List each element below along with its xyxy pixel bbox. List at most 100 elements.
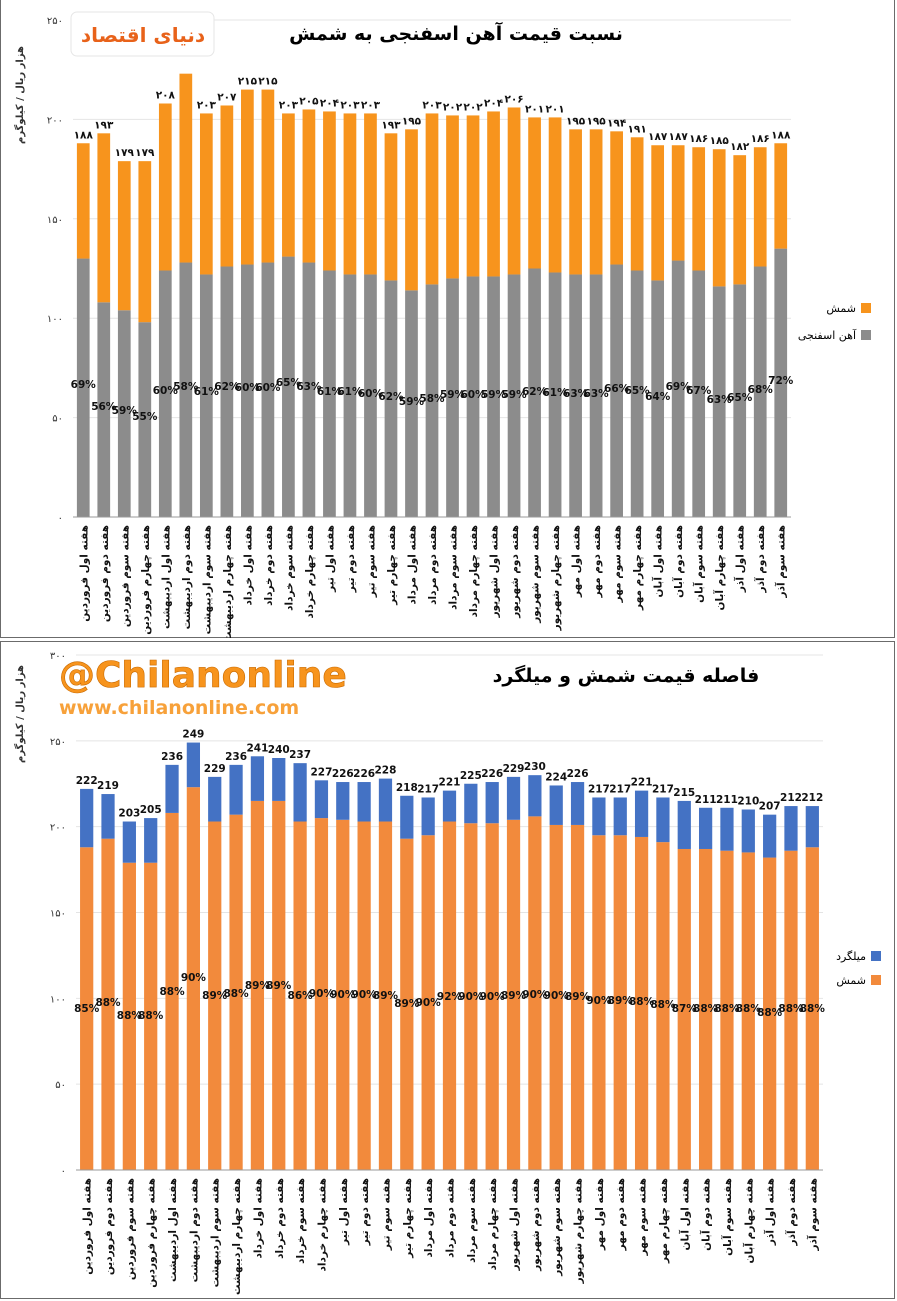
total-data-label: 230 xyxy=(524,761,546,773)
x-tick-label: هفته چهارم خرداد xyxy=(304,525,316,618)
bar-upper xyxy=(548,117,562,273)
percent-data-label: 90% xyxy=(586,995,612,1007)
bar-lower xyxy=(570,824,585,1170)
y-tick-label: ۲۵۰ xyxy=(50,737,66,748)
x-tick-label: هفته چهارم شهریور xyxy=(573,1178,585,1284)
chart-iron-to-billet: ۱۸۸69%۱۹۳56%۱۷۹59%۱۷۹55%۲۰۸60%58%۲۰۳61%۲… xyxy=(13,11,871,638)
percent-data-label: 66% xyxy=(604,383,630,395)
bar-upper xyxy=(610,131,623,265)
percent-data-label: 88% xyxy=(693,1003,719,1015)
percent-data-label: 88% xyxy=(629,996,655,1008)
percent-data-label: 89% xyxy=(608,995,634,1007)
bar-lower xyxy=(421,835,435,1170)
percent-data-label: 89% xyxy=(245,980,271,992)
total-data-label: ۲۰۴ xyxy=(484,97,504,109)
percent-data-label: 63% xyxy=(563,388,589,400)
bar-upper xyxy=(634,790,649,837)
total-data-label: ۲۱۵ xyxy=(258,76,278,88)
bar-upper xyxy=(506,776,521,820)
x-tick-label: هفته سوم مرداد xyxy=(466,1178,478,1263)
bar-upper xyxy=(323,111,336,271)
percent-data-label: 89% xyxy=(501,990,527,1002)
x-tick-label: هفته سوم شهریور xyxy=(530,525,542,624)
bar-upper xyxy=(138,161,152,323)
bar-upper xyxy=(117,161,131,311)
bar-upper xyxy=(569,129,582,275)
total-data-label: ۱۸۲ xyxy=(730,141,750,153)
bar-lower xyxy=(592,835,606,1170)
bar-lower xyxy=(117,310,131,517)
y-axis-label: هزار ریال / کیلوگرم xyxy=(13,46,26,144)
bar-upper xyxy=(720,807,734,851)
total-data-label: ۱۸۸ xyxy=(74,129,94,141)
total-data-label: 225 xyxy=(460,770,482,782)
bar-lower xyxy=(229,814,243,1170)
chart-panel-iron-ratio: ۱۸۸ 69% ۱۹۳ 56% ۱۷۹ 59% ۱۷۹ 55% ۲۰۸ 60% 58% ۲۰۳ 61% ۲… xyxy=(0,0,895,638)
total-data-label: 219 xyxy=(97,780,119,792)
bar-upper xyxy=(122,821,136,863)
legend-label-rebar: میلگرد xyxy=(836,950,866,963)
y-tick-label: ۰ xyxy=(58,513,63,524)
bar-lower xyxy=(101,838,115,1170)
percent-data-label: 58% xyxy=(419,393,445,405)
percent-data-label: 88% xyxy=(159,986,185,998)
bar-upper xyxy=(293,763,307,822)
percent-data-label: 90% xyxy=(416,997,442,1009)
bar-lower xyxy=(272,800,286,1170)
x-tick-label: هفته اول فروردین xyxy=(78,525,90,622)
bar-lower xyxy=(186,787,201,1170)
bar-lower xyxy=(378,821,393,1170)
percent-data-label: 88% xyxy=(224,988,250,1000)
x-tick-label: هفته اول شهریور xyxy=(509,1178,521,1271)
watermark-handle: @Chilanonline xyxy=(59,655,347,696)
bar-upper xyxy=(549,785,563,825)
total-data-label: 236 xyxy=(225,751,247,763)
bar-lower xyxy=(613,835,627,1170)
bar-lower xyxy=(208,821,222,1170)
bar-upper xyxy=(405,129,418,291)
y-tick-label: ۲۰۰ xyxy=(47,115,63,126)
bar-lower xyxy=(753,266,767,517)
bar-upper xyxy=(384,133,398,281)
x-tick-label: هفته دوم اردیبهشت xyxy=(188,1178,200,1282)
bar-lower xyxy=(464,823,478,1170)
percent-data-label: 55% xyxy=(132,411,158,423)
bar-upper xyxy=(229,764,243,815)
bar-lower xyxy=(698,848,713,1170)
bar-upper xyxy=(165,764,179,813)
legend-label-sponge-iron: آهن اسفنجی xyxy=(798,328,857,342)
legend: میلگرد شمش xyxy=(836,950,881,987)
x-tick-label: هفته چهارم آبان xyxy=(713,525,726,610)
bar-upper xyxy=(336,782,350,820)
bar-lower xyxy=(336,819,350,1170)
bar-upper xyxy=(186,742,201,788)
total-data-label: ۱۸۶ xyxy=(689,133,708,145)
x-tick-label: هفته چهارم مهر xyxy=(658,1178,670,1264)
total-data-label: 210 xyxy=(737,796,759,808)
bar-lower xyxy=(805,847,819,1170)
percent-data-label: 89% xyxy=(565,991,591,1003)
percent-data-label: 72% xyxy=(768,375,794,387)
bar-upper xyxy=(302,109,316,263)
y-tick-label: ۵۰ xyxy=(55,1080,66,1091)
bar-upper xyxy=(425,113,439,285)
x-tick-label: هفته چهارم شهریور xyxy=(550,525,562,631)
percent-data-label: 88% xyxy=(800,1003,826,1015)
x-tick-label: هفته اول خرداد xyxy=(252,1178,264,1259)
x-tick-label: هفته دوم آذر xyxy=(754,525,767,593)
total-data-label: ۱۹۵ xyxy=(402,115,422,127)
percent-data-label: 89% xyxy=(373,990,399,1002)
bar-upper xyxy=(485,782,499,824)
x-tick-label: هفته اول آذر xyxy=(764,1178,777,1246)
y-tick-label: ۱۰۰ xyxy=(50,994,66,1005)
total-data-label: ۲۰۳ xyxy=(340,99,360,111)
bar-lower xyxy=(784,850,798,1170)
x-tick-label: هفته دوم مهر xyxy=(615,1178,627,1251)
x-tick-label: هفته اول آذر xyxy=(734,525,747,593)
x-tick-label: هفته سوم خرداد xyxy=(295,1178,307,1264)
y-tick-label: ۵۰ xyxy=(52,414,63,425)
legend-swatch-billet xyxy=(871,975,881,985)
bar-lower xyxy=(487,276,500,517)
percent-data-label: 59% xyxy=(112,405,138,417)
percent-data-label: 89% xyxy=(202,990,228,1002)
